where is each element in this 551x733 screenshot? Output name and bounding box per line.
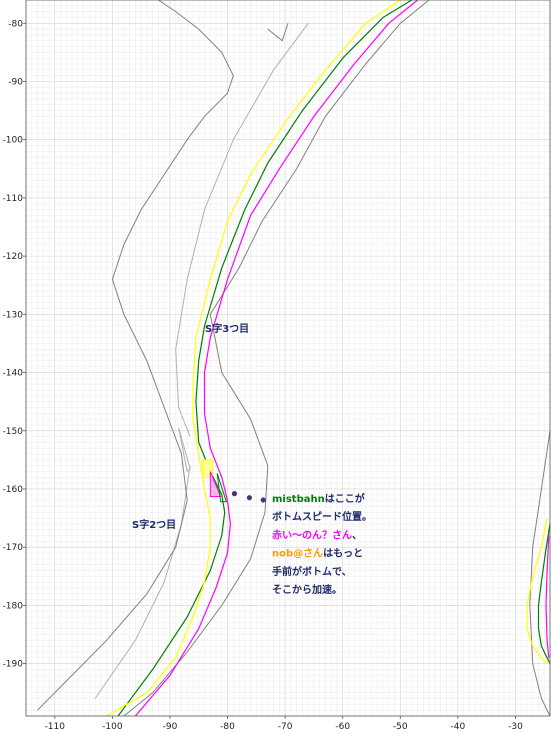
annotation-line: 手前がボトムで、 bbox=[272, 565, 352, 578]
x-tick-label: -100 bbox=[102, 722, 123, 732]
y-tick-label: -90 bbox=[8, 77, 23, 87]
x-tick-label: -60 bbox=[335, 722, 350, 732]
x-tick-label: -110 bbox=[45, 722, 66, 732]
flag-gray bbox=[178, 427, 191, 473]
y-tick-label: -160 bbox=[3, 485, 24, 495]
marker-dot bbox=[231, 491, 238, 497]
track-edge bbox=[37, 0, 234, 711]
flag-green bbox=[216, 473, 228, 503]
y-tick-label: -140 bbox=[3, 369, 24, 379]
y-tick-label: -130 bbox=[3, 310, 24, 320]
light-guide-lines bbox=[94, 23, 309, 699]
series-line bbox=[526, 517, 548, 665]
plot-frame bbox=[25, 0, 551, 717]
annotation-line: ボトムスピード位置。 bbox=[272, 510, 372, 523]
y-tick-label: -190 bbox=[3, 660, 24, 670]
track-edge bbox=[123, 0, 430, 717]
label-s2: S字2つ目 bbox=[132, 518, 176, 531]
x-tick-label: -40 bbox=[451, 722, 466, 732]
x-tick-label: -50 bbox=[393, 722, 408, 732]
annotation-segment: 赤い～のん？さん bbox=[272, 528, 352, 541]
y-tick-label: -80 bbox=[8, 19, 23, 29]
x-tick-label: -90 bbox=[163, 722, 178, 732]
grid bbox=[25, 0, 551, 717]
track-edge bbox=[529, 430, 551, 717]
tick-labels: -110 -100 -90 -80 -70 -60 -50 -40 -30 -80 -90 -100 -… bbox=[3, 19, 524, 732]
annotation-segment: ボトムスピード位置。 bbox=[272, 510, 372, 523]
y-tick-label: -150 bbox=[3, 427, 24, 437]
track-edge bbox=[267, 23, 289, 42]
y-tick-label: -110 bbox=[3, 194, 24, 204]
y-tick-label: -100 bbox=[3, 136, 24, 146]
annotation-segment: はここが bbox=[325, 492, 366, 505]
y-tick-label: -120 bbox=[3, 252, 24, 262]
annotation-segment: そこから加速。 bbox=[272, 583, 342, 596]
x-tick-label: -30 bbox=[508, 722, 523, 732]
series-line bbox=[545, 535, 550, 658]
annotation-note: mistbahnはここがボトムスピード位置。赤い～のん？さん、nob@さんはもっ… bbox=[272, 492, 372, 596]
x-tick-label: -80 bbox=[220, 722, 235, 732]
track-edges bbox=[37, 0, 551, 717]
dot-markers bbox=[231, 491, 266, 503]
annotation-segment: mistbahn bbox=[272, 494, 325, 505]
series-line bbox=[537, 523, 551, 664]
flag-magenta bbox=[209, 471, 222, 497]
series-line bbox=[134, 0, 418, 717]
light-line bbox=[175, 23, 309, 437]
marker-dot bbox=[260, 497, 266, 503]
y-tick-label: -170 bbox=[3, 543, 24, 553]
brake-markers bbox=[178, 427, 228, 503]
series-line bbox=[106, 0, 401, 717]
light-line bbox=[94, 465, 191, 699]
annotation-line: そこから加速。 bbox=[272, 583, 342, 596]
annotation-line: mistbahnはここが bbox=[272, 492, 366, 505]
annotation-line: nob@さんはもっと bbox=[272, 548, 363, 560]
marker-dot bbox=[246, 495, 253, 501]
annotation-segment: はもっと bbox=[323, 548, 363, 560]
annotation-segment: 、 bbox=[352, 530, 362, 541]
annotation-segment: 手前がボトムで、 bbox=[272, 565, 352, 578]
flag-yellow bbox=[202, 459, 214, 478]
label-s3: S字3つ目 bbox=[205, 322, 249, 335]
x-tick-label: -70 bbox=[278, 722, 293, 732]
driving-lines bbox=[106, 0, 551, 717]
series-line bbox=[117, 0, 413, 717]
annotation-line: 赤い～のん？さん、 bbox=[272, 528, 362, 541]
y-tick-label: -180 bbox=[3, 601, 24, 611]
annotation-segment: nob@さん bbox=[272, 548, 323, 560]
